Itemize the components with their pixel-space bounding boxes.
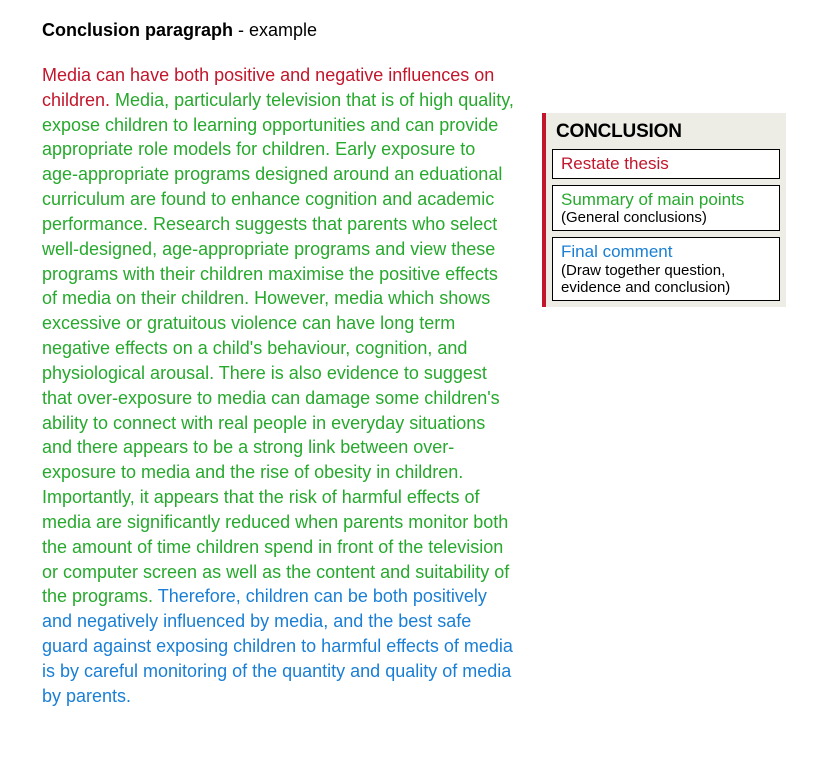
title-rest: - example [233, 20, 317, 40]
sidebar-box-sub: (General conclusions) [561, 209, 771, 226]
conclusion-sidebar: CONCLUSION Restate thesis Summary of mai… [542, 113, 786, 307]
sidebar-box-main: Summary of main points [561, 190, 771, 210]
sidebar-box-final-comment: Final comment (Draw together question, e… [552, 237, 780, 301]
sidebar-box-main: Restate thesis [561, 154, 771, 174]
example-paragraph: Media can have both positive and negativ… [42, 63, 514, 709]
main-row: Media can have both positive and negativ… [42, 63, 790, 709]
title-bold: Conclusion paragraph [42, 20, 233, 40]
sidebar-box-restate-thesis: Restate thesis [552, 149, 780, 179]
sidebar-heading: CONCLUSION [552, 119, 780, 149]
sidebar-box-summary: Summary of main points (General conclusi… [552, 185, 780, 232]
summary-text: Media, particularly television that is o… [42, 90, 514, 607]
sidebar-box-sub: (Draw together question, evidence and co… [561, 262, 771, 297]
page-title: Conclusion paragraph - example [42, 20, 790, 41]
sidebar-box-main: Final comment [561, 242, 771, 262]
